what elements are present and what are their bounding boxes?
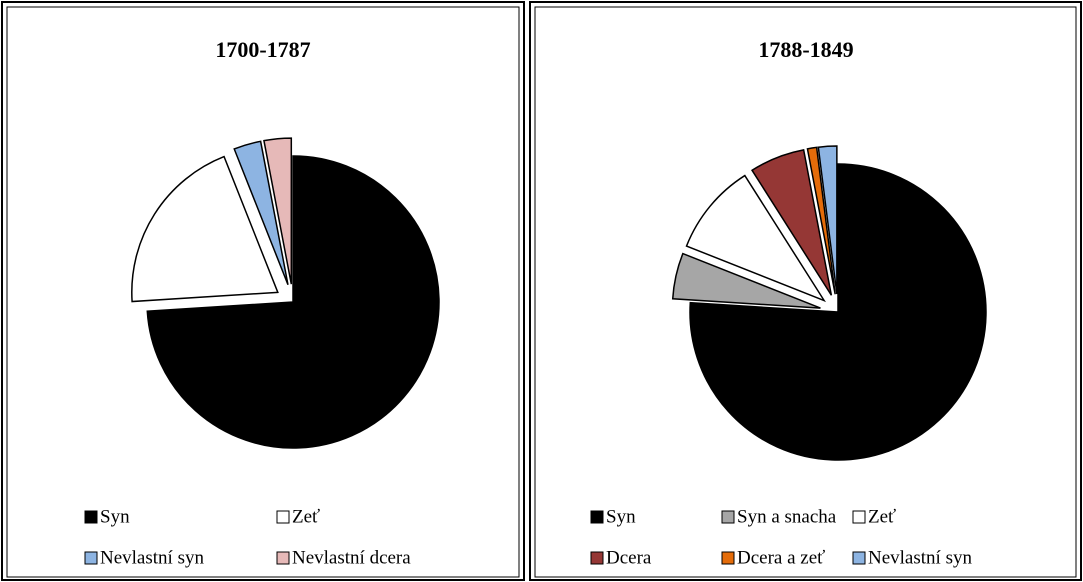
legend-label: Nevlastní syn	[868, 547, 972, 568]
pie-slice	[806, 146, 836, 295]
pie-slice	[263, 137, 293, 285]
chart-title: 1700-1787	[215, 37, 310, 62]
legend-swatch	[852, 551, 866, 565]
panel-border	[6, 6, 520, 578]
legend-label: Zeť	[292, 506, 320, 527]
legend-swatch	[590, 510, 604, 524]
legend-label: Dcera	[606, 547, 652, 568]
legend-swatch	[276, 551, 290, 565]
pie-slice	[131, 155, 279, 303]
legend-label: Dcera a zeť	[737, 547, 825, 568]
legend-label: Zeť	[868, 506, 896, 527]
legend-swatch	[590, 551, 604, 565]
pie-slice	[817, 145, 838, 295]
legend-swatch	[721, 510, 735, 524]
legend-swatch	[276, 510, 290, 524]
panel-border	[534, 6, 1077, 578]
legend-swatch	[84, 510, 98, 524]
legend-label: Nevlastní syn	[100, 547, 204, 568]
legend-label: Nevlastní dcera	[292, 547, 411, 568]
legend-label: Syn	[100, 506, 130, 527]
legend-label: Syn a snacha	[737, 506, 837, 527]
panel-border	[529, 1, 1082, 581]
legend-swatch	[84, 551, 98, 565]
pie-slice	[671, 252, 821, 309]
pie-slice	[685, 174, 827, 303]
pie-slice	[689, 163, 987, 461]
pie-slice	[233, 140, 289, 285]
pie-slice	[751, 149, 833, 296]
legend-swatch	[852, 510, 866, 524]
panel-border	[1, 1, 525, 581]
legend-label: Syn	[606, 506, 636, 527]
legend-swatch	[721, 551, 735, 565]
pie-slice	[146, 155, 440, 449]
chart-title: 1788-1849	[758, 37, 853, 62]
